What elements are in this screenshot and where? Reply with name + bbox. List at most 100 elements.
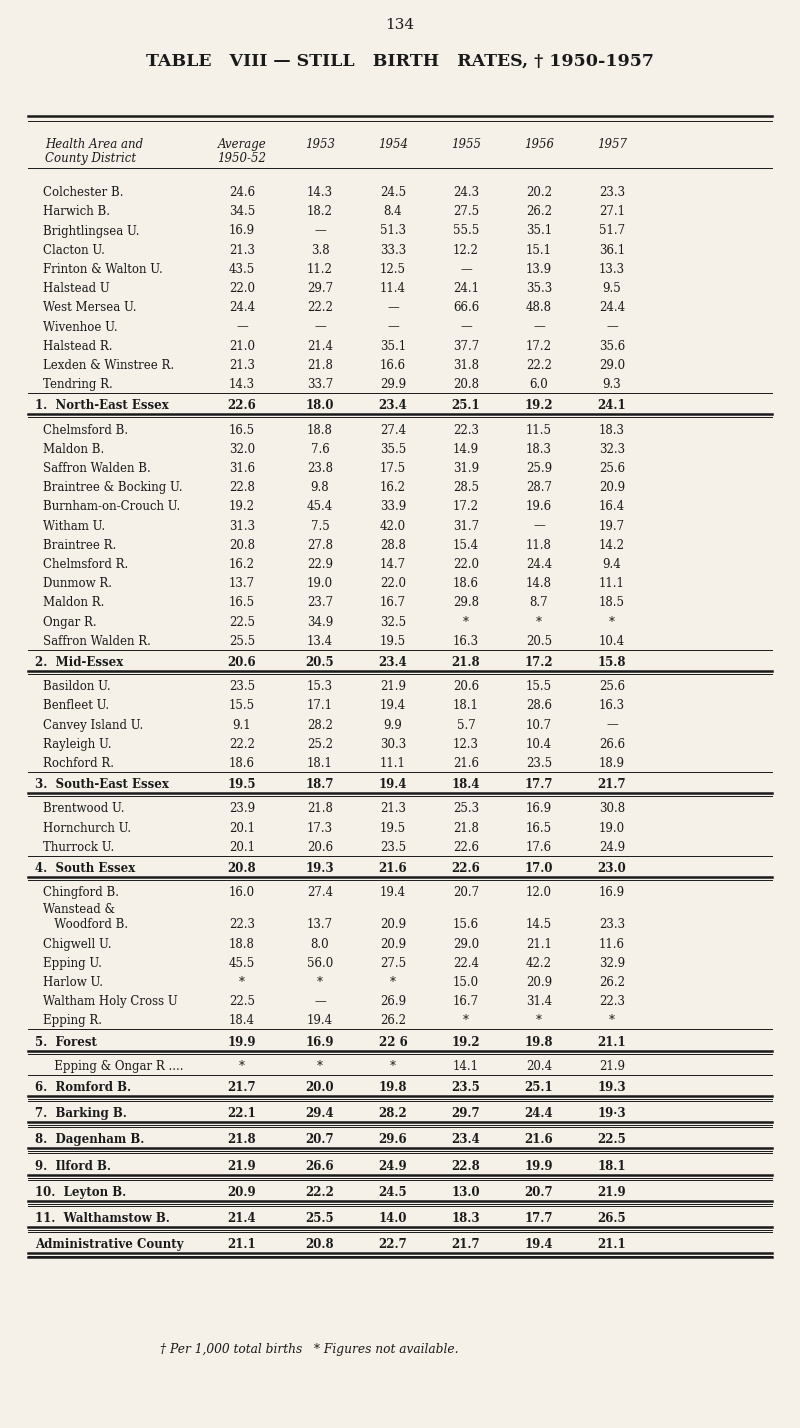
Text: 26.6: 26.6: [306, 1160, 334, 1172]
Text: West Mersea U.: West Mersea U.: [43, 301, 137, 314]
Text: Waltham Holy Cross U: Waltham Holy Cross U: [43, 995, 178, 1008]
Text: 19.2: 19.2: [229, 500, 255, 513]
Text: 24.3: 24.3: [453, 186, 479, 198]
Text: 17.2: 17.2: [525, 655, 554, 668]
Text: 10.4: 10.4: [599, 634, 625, 648]
Text: 27.4: 27.4: [307, 887, 333, 900]
Text: Average: Average: [218, 139, 266, 151]
Text: 10.  Leyton B.: 10. Leyton B.: [35, 1185, 126, 1198]
Text: 21.1: 21.1: [598, 1238, 626, 1251]
Text: 18.6: 18.6: [453, 577, 479, 590]
Text: Lexden & Winstree R.: Lexden & Winstree R.: [43, 358, 174, 371]
Text: Harwich B.: Harwich B.: [43, 206, 110, 218]
Text: 19.5: 19.5: [380, 821, 406, 834]
Text: 42.2: 42.2: [526, 957, 552, 970]
Text: 19.9: 19.9: [525, 1160, 554, 1172]
Text: 17.7: 17.7: [525, 1212, 554, 1225]
Text: 22.5: 22.5: [598, 1134, 626, 1147]
Text: Health Area and: Health Area and: [45, 139, 143, 151]
Text: 21.9: 21.9: [380, 680, 406, 693]
Text: 21.4: 21.4: [307, 340, 333, 353]
Text: 22.5: 22.5: [229, 995, 255, 1008]
Text: 5.7: 5.7: [457, 718, 475, 731]
Text: 21.0: 21.0: [229, 340, 255, 353]
Text: 3.  South-East Essex: 3. South-East Essex: [35, 778, 169, 791]
Text: —: —: [460, 320, 472, 334]
Text: 48.8: 48.8: [526, 301, 552, 314]
Text: 19.2: 19.2: [452, 1035, 480, 1048]
Text: 22.3: 22.3: [229, 918, 255, 931]
Text: 31.6: 31.6: [229, 461, 255, 476]
Text: 19.5: 19.5: [228, 778, 256, 791]
Text: 24.4: 24.4: [525, 1107, 554, 1120]
Text: Chigwell U.: Chigwell U.: [43, 938, 111, 951]
Text: 26.9: 26.9: [380, 995, 406, 1008]
Text: 11.2: 11.2: [307, 263, 333, 276]
Text: 21.3: 21.3: [380, 803, 406, 815]
Text: 23.0: 23.0: [598, 863, 626, 875]
Text: 15.8: 15.8: [598, 655, 626, 668]
Text: 28.2: 28.2: [378, 1107, 407, 1120]
Text: 8.7: 8.7: [530, 597, 548, 610]
Text: 21.9: 21.9: [598, 1185, 626, 1198]
Text: 19.0: 19.0: [599, 821, 625, 834]
Text: 24.5: 24.5: [378, 1185, 407, 1198]
Text: 21.8: 21.8: [228, 1134, 256, 1147]
Text: Woodford B.: Woodford B.: [43, 918, 128, 931]
Text: 25.5: 25.5: [306, 1212, 334, 1225]
Text: 25.9: 25.9: [526, 461, 552, 476]
Text: 43.5: 43.5: [229, 263, 255, 276]
Text: 27.1: 27.1: [599, 206, 625, 218]
Text: 16.4: 16.4: [599, 500, 625, 513]
Text: *: *: [609, 1014, 615, 1027]
Text: —: —: [606, 718, 618, 731]
Text: 21.7: 21.7: [452, 1238, 480, 1251]
Text: 23.4: 23.4: [452, 1134, 480, 1147]
Text: 17.5: 17.5: [380, 461, 406, 476]
Text: 66.6: 66.6: [453, 301, 479, 314]
Text: 21.3: 21.3: [229, 244, 255, 257]
Text: 20.8: 20.8: [229, 538, 255, 551]
Text: 31.9: 31.9: [453, 461, 479, 476]
Text: Witham U.: Witham U.: [43, 520, 105, 533]
Text: —: —: [387, 320, 399, 334]
Text: *: *: [390, 1060, 396, 1072]
Text: 27.4: 27.4: [380, 424, 406, 437]
Text: 9.  Ilford B.: 9. Ilford B.: [35, 1160, 111, 1172]
Text: 11.5: 11.5: [526, 424, 552, 437]
Text: 31.7: 31.7: [453, 520, 479, 533]
Text: 20.5: 20.5: [306, 655, 334, 668]
Text: 34.9: 34.9: [307, 615, 333, 628]
Text: 35.6: 35.6: [599, 340, 625, 353]
Text: 22.2: 22.2: [229, 738, 255, 751]
Text: *: *: [317, 975, 323, 990]
Text: † Per 1,000 total births   * Figures not available.: † Per 1,000 total births * Figures not a…: [160, 1342, 458, 1357]
Text: 21.6: 21.6: [525, 1134, 554, 1147]
Text: 134: 134: [386, 19, 414, 31]
Text: 31.8: 31.8: [453, 358, 479, 371]
Text: 21.9: 21.9: [228, 1160, 256, 1172]
Text: 15.0: 15.0: [453, 975, 479, 990]
Text: —: —: [387, 301, 399, 314]
Text: 12.2: 12.2: [453, 244, 479, 257]
Text: 23.5: 23.5: [380, 841, 406, 854]
Text: 23.4: 23.4: [378, 655, 407, 668]
Text: 19.4: 19.4: [307, 1014, 333, 1027]
Text: 7.5: 7.5: [310, 520, 330, 533]
Text: 20.9: 20.9: [380, 918, 406, 931]
Text: Braintree & Bocking U.: Braintree & Bocking U.: [43, 481, 182, 494]
Text: 16.2: 16.2: [229, 558, 255, 571]
Text: 12.0: 12.0: [526, 887, 552, 900]
Text: 13.4: 13.4: [307, 634, 333, 648]
Text: 35.1: 35.1: [526, 224, 552, 237]
Text: 9.4: 9.4: [602, 558, 622, 571]
Text: 23.9: 23.9: [229, 803, 255, 815]
Text: *: *: [239, 1060, 245, 1072]
Text: 33.9: 33.9: [380, 500, 406, 513]
Text: 22.8: 22.8: [229, 481, 255, 494]
Text: 25.3: 25.3: [453, 803, 479, 815]
Text: —: —: [533, 320, 545, 334]
Text: 16.5: 16.5: [229, 597, 255, 610]
Text: 10.7: 10.7: [526, 718, 552, 731]
Text: 22.3: 22.3: [599, 995, 625, 1008]
